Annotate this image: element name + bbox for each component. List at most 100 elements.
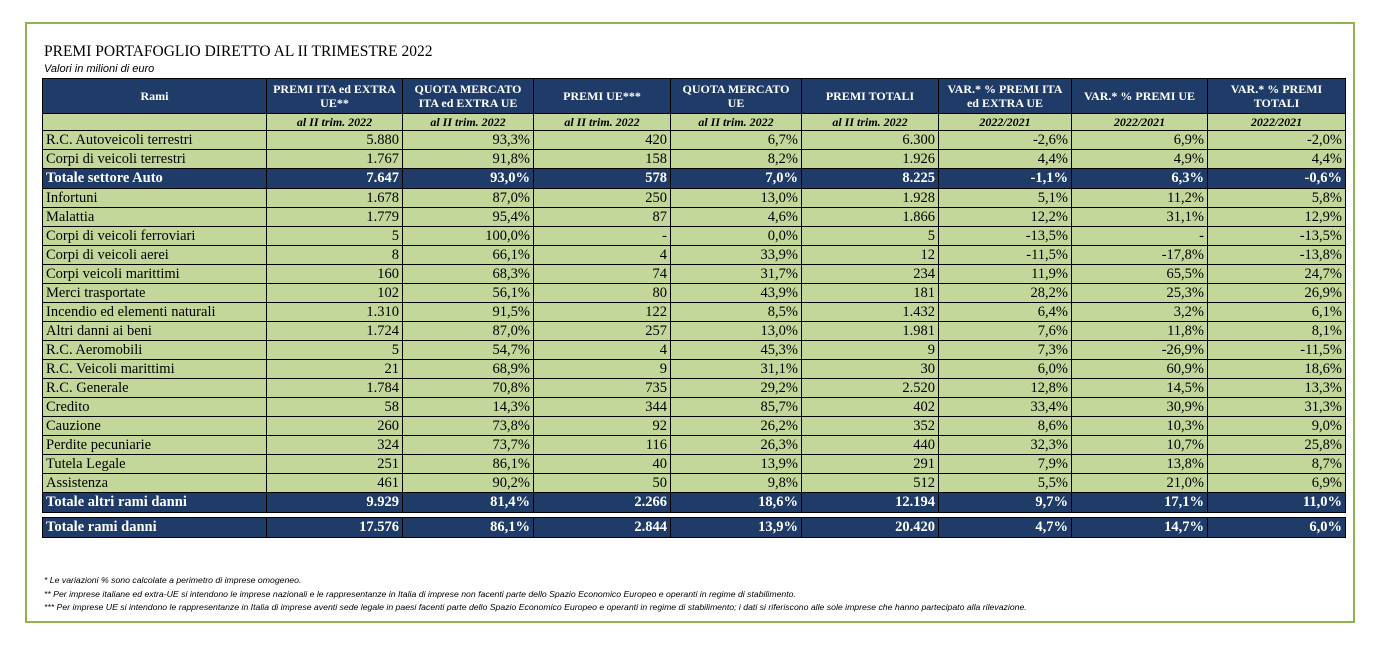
table-cell: 8,7% <box>1207 454 1346 474</box>
table-cell: -13,5% <box>938 226 1072 246</box>
table-cell: 95,4% <box>402 207 534 227</box>
table-cell: -2,6% <box>938 130 1072 150</box>
table-cell: 1.981 <box>801 321 939 341</box>
table-cell: 93,3% <box>402 130 534 150</box>
column-subheader: al II trim. 2022 <box>402 113 534 131</box>
table-cell: 251 <box>266 454 403 474</box>
table-cell: 6,7% <box>670 130 802 150</box>
table-cell: 9,8% <box>670 473 802 493</box>
table-cell: 8.225 <box>801 168 939 189</box>
table-cell: 7,9% <box>938 454 1072 474</box>
table-cell: 3,2% <box>1071 302 1208 322</box>
table-cell: 4,9% <box>1071 149 1208 169</box>
table-cell: 4,4% <box>938 149 1072 169</box>
row-label: Totale altri rami danni <box>42 492 267 513</box>
table-cell: 56,1% <box>402 283 534 303</box>
footnote: ** Per imprese italiane ed extra-UE si i… <box>44 588 796 599</box>
table-cell: 26,3% <box>670 435 802 455</box>
table-row: Tutela Legale 251 86,1% 40 13,9% 291 7,9% 13,8%… <box>42 454 1346 474</box>
table-cell: 116 <box>533 435 671 455</box>
table-row: Perdite pecuniarie 324 73,7% 116 26,3% 440 32,… <box>42 435 1346 455</box>
table-row: R.C. Veicoli marittimi 21 68,9% 9 31,1% 30 6,0… <box>42 359 1346 379</box>
table-row: Assistenza 461 90,2% 50 9,8% 512 5,5% 21,0% 6,9% <box>42 473 1346 493</box>
table-cell: 420 <box>533 130 671 150</box>
column-subheader: al II trim. 2022 <box>533 113 671 131</box>
row-label: R.C. Generale <box>42 378 267 398</box>
table-cell: - <box>533 226 671 246</box>
total-row-other: Totale altri rami danni 9.929 81,4% 2.266 18… <box>42 492 1346 513</box>
table-cell: -17,8% <box>1071 245 1208 265</box>
table-cell: 21,0% <box>1071 473 1208 493</box>
footnote: * Le variazioni % sono calcolate a perim… <box>44 575 302 585</box>
table-cell: 352 <box>801 416 939 436</box>
table-cell: 6,0% <box>1207 517 1346 538</box>
table-cell: 17.576 <box>266 517 403 538</box>
table-cell: 11,2% <box>1071 188 1208 208</box>
table-cell: 73,7% <box>402 435 534 455</box>
row-label: Infortuni <box>42 188 267 208</box>
table-cell: 33,9% <box>670 245 802 265</box>
row-label: Totale settore Auto <box>42 168 267 189</box>
table-cell: 12,8% <box>938 378 1072 398</box>
table-cell: 1.767 <box>266 149 403 169</box>
row-label: R.C. Veicoli marittimi <box>42 359 267 379</box>
row-label: Tutela Legale <box>42 454 267 474</box>
table-cell: 65,5% <box>1071 264 1208 284</box>
table-cell: 68,3% <box>402 264 534 284</box>
table-cell: 90,2% <box>402 473 534 493</box>
row-label: Corpi di veicoli aerei <box>42 245 267 265</box>
table-cell: - <box>1071 226 1208 246</box>
table-row: Corpi di veicoli ferroviari 5 100,0% -0,0% 5… <box>42 226 1346 246</box>
table-cell: 30,9% <box>1071 397 1208 417</box>
table-cell: 8,1% <box>1207 321 1346 341</box>
table-cell: 31,1% <box>670 359 802 379</box>
footnote: *** Per imprese UE si intendono le rappr… <box>44 602 1027 612</box>
column-subheader: 2022/2021 <box>938 113 1072 131</box>
table-cell: 4,6% <box>670 207 802 227</box>
table-cell: 4 <box>533 340 671 360</box>
table-cell: 9 <box>801 340 939 360</box>
table-cell: 13,9% <box>670 517 802 538</box>
table-cell: 5,1% <box>938 188 1072 208</box>
table-cell: 33,4% <box>938 397 1072 417</box>
row-label: R.C. Aeromobili <box>42 340 267 360</box>
table-cell: -1,1% <box>938 168 1072 189</box>
table-cell: -11,5% <box>938 245 1072 265</box>
table-cell: 91,5% <box>402 302 534 322</box>
table-cell: 122 <box>533 302 671 322</box>
table-cell: 11,8% <box>1071 321 1208 341</box>
table-cell: 24,7% <box>1207 264 1346 284</box>
table-cell: 2.844 <box>533 517 671 538</box>
table-cell: 20.420 <box>801 517 939 538</box>
table-cell: 1.678 <box>266 188 403 208</box>
table-cell: 66,1% <box>402 245 534 265</box>
table-cell: 17,1% <box>1071 492 1208 513</box>
table-cell: 1.432 <box>801 302 939 322</box>
table-cell: 13,8% <box>1071 454 1208 474</box>
page-subtitle: Valori in milioni di euro <box>44 63 155 75</box>
subheader-row: al II trim. 2022 al II trim. 2022 al II … <box>42 113 1346 131</box>
row-label: Perdite pecuniarie <box>42 435 267 455</box>
table-cell: 68,9% <box>402 359 534 379</box>
row-label: Assistenza <box>42 473 267 493</box>
table-row: Infortuni 1.678 87,0% 250 13,0% 1.928 5,1% 11,2… <box>42 188 1346 208</box>
table-cell: 85,7% <box>670 397 802 417</box>
table-cell: 81,4% <box>402 492 534 513</box>
table-cell: -26,9% <box>1071 340 1208 360</box>
table-cell: 9 <box>533 359 671 379</box>
table-cell: 6,4% <box>938 302 1072 322</box>
table-cell: 8 <box>266 245 403 265</box>
total-row-all: Totale rami danni 17.576 86,1% 2.844 13,9% 20… <box>42 517 1346 538</box>
table-cell: 5 <box>266 340 403 360</box>
table-cell: 578 <box>533 168 671 189</box>
table-cell: 5 <box>266 226 403 246</box>
table-cell: -13,8% <box>1207 245 1346 265</box>
table-cell: 13,0% <box>670 321 802 341</box>
table-cell: 50 <box>533 473 671 493</box>
table-cell: 512 <box>801 473 939 493</box>
table-cell: 30 <box>801 359 939 379</box>
table-cell: 12 <box>801 245 939 265</box>
table-row: Malattia 1.779 95,4% 87 4,6% 1.866 12,2% 31,1% 1… <box>42 207 1346 227</box>
table-cell: 92 <box>533 416 671 436</box>
table-cell: 6,9% <box>1207 473 1346 493</box>
